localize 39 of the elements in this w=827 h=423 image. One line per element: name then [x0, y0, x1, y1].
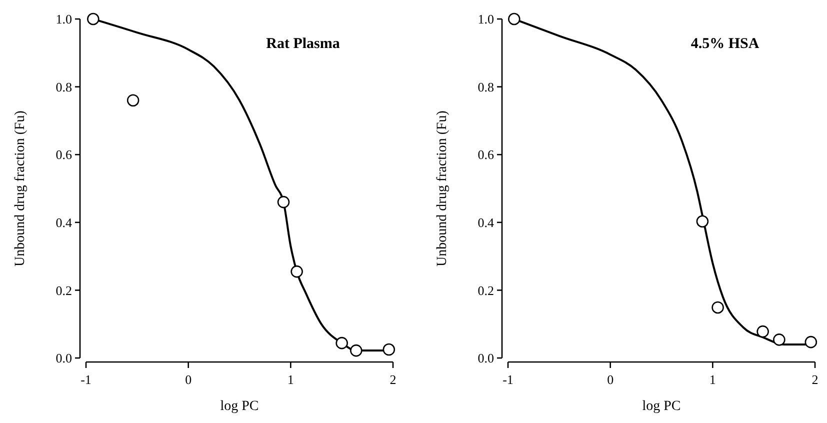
y-tick-label: 0.0 [56, 350, 72, 366]
x-axis-title: log PC [642, 399, 681, 414]
point [712, 301, 724, 314]
point [336, 336, 348, 350]
x-tick-label: -1 [80, 372, 92, 387]
y-tick-label: 0.6 [56, 147, 72, 162]
x-tick-label: 2 [812, 372, 818, 387]
y-tick-label: 0.8 [56, 79, 72, 94]
point [773, 334, 786, 346]
point [126, 94, 140, 107]
y-tick-label: 0.4 [478, 214, 494, 230]
y-tick-label: 0.4 [56, 214, 72, 230]
y-axis-title: Unbound drug fraction (Fu) [13, 110, 28, 266]
point [87, 12, 100, 26]
x-tick-label: 0 [607, 372, 614, 387]
x-axis-title: log PC [220, 399, 259, 414]
x-tick-label: 2 [390, 372, 396, 387]
y-tick-label: 0.2 [56, 282, 72, 298]
x-tick-label: -1 [502, 372, 514, 387]
y-axis-title: Unbound drug fraction (Fu) [435, 110, 450, 266]
x-tick-label: 1 [287, 372, 294, 387]
point [804, 336, 818, 348]
point [277, 196, 290, 208]
text: Rat Plasma [266, 36, 340, 52]
y-tick-label: 0.6 [478, 147, 494, 162]
y-tick-label: 1.0 [56, 12, 72, 27]
y-tick-label: 0.0 [478, 350, 494, 366]
y-tick-label: 1.0 [478, 12, 494, 27]
point [382, 343, 396, 356]
point [756, 325, 769, 338]
point [350, 344, 362, 357]
x-tick-label: 0 [185, 372, 192, 387]
y-tick-label: 0.2 [478, 282, 494, 298]
point [290, 265, 303, 278]
y-tick-label: 0.8 [478, 79, 494, 94]
point [508, 12, 520, 26]
text: 4.5% HSA [690, 36, 760, 52]
point [696, 215, 709, 228]
x-tick-label: 1 [709, 372, 716, 387]
